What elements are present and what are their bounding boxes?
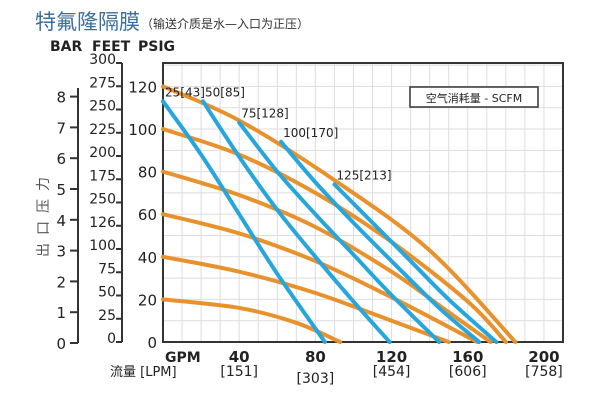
air-consumption-curve — [237, 120, 442, 344]
bar-tick-label: 2 — [56, 273, 66, 291]
air-consumption-curve — [161, 99, 327, 344]
feet-tick-label: 50 — [98, 285, 116, 301]
feet-header: FEET — [92, 39, 131, 55]
x-tick-lpm-label: [606] — [449, 364, 487, 380]
psig-header: PSIG — [138, 39, 175, 55]
bar-tick-label: 6 — [56, 150, 66, 168]
psig-tick-label: 0 — [147, 334, 157, 352]
air-curve-label: 25[43] — [165, 85, 205, 99]
air-curve-label: 75[128] — [241, 107, 289, 121]
psig-tick-label: 120 — [128, 78, 157, 96]
x-tick-label: 120 — [376, 348, 407, 366]
bar-tick-label: 7 — [56, 119, 66, 137]
chart-title: 特氟隆隔膜 — [35, 10, 140, 34]
feet-tick-label: 225 — [89, 122, 116, 138]
x-tick-lpm-label: [151] — [220, 364, 258, 380]
pressure-curve — [161, 254, 451, 344]
psig-tick-label: 20 — [138, 291, 157, 309]
bar-header: BAR — [50, 39, 83, 55]
psig-tick-label: 100 — [128, 121, 157, 139]
feet-tick-label: 25 — [98, 308, 116, 324]
x-axis-lpm-label: 流量 [LPM] — [110, 365, 177, 380]
feet-tick-label: 0 — [107, 331, 116, 347]
pressure-curve — [161, 84, 518, 344]
x-tick-lpm-label: [758] — [525, 364, 563, 380]
psig-tick-label: 40 — [138, 249, 157, 267]
x-tick-label: 80 — [305, 348, 326, 366]
air-consumption-curve — [332, 182, 499, 344]
feet-tick-label: 175 — [89, 168, 116, 184]
bar-tick-label: 5 — [56, 181, 66, 199]
pressure-curve — [161, 169, 493, 344]
feet-tick-label: 275 — [89, 75, 116, 91]
air-consumption-curve — [201, 99, 392, 344]
feet-tick-label: 250 — [89, 192, 116, 208]
air-curve-label: 100[170] — [283, 126, 338, 140]
bar-tick-label: 8 — [56, 89, 66, 107]
x-tick-label: 40 — [229, 348, 250, 366]
bar-tick-label: 4 — [56, 212, 66, 230]
x-tick-lpm-label: [303] — [297, 371, 335, 387]
feet-tick-label: 250 — [89, 99, 116, 115]
x-axis-gpm-label: GPM — [165, 350, 201, 366]
air-consumption-curve — [279, 139, 482, 344]
bar-tick-label: 0 — [56, 335, 66, 353]
bar-tick-label: 3 — [56, 243, 66, 261]
feet-tick-label: 126 — [89, 215, 116, 231]
x-tick-lpm-label: [454] — [373, 364, 411, 380]
y-axis-label: 出口压力 — [36, 169, 52, 257]
bar-tick-label: 1 — [56, 304, 66, 322]
psig-tick-label: 80 — [138, 164, 157, 182]
x-tick-label: 200 — [528, 348, 559, 366]
feet-tick-label: 200 — [89, 145, 116, 161]
feet-tick-label: 75 — [98, 261, 116, 277]
feet-tick-label: 300 — [89, 52, 116, 68]
air-curve-label: 125[213] — [336, 168, 391, 182]
chart-subtitle: （输送介质是水—入口为正压） — [141, 16, 309, 31]
x-tick-label: 160 — [452, 348, 483, 366]
legend-box — [409, 86, 539, 108]
plot-frame — [162, 62, 564, 343]
air-curve-label: 50[85] — [205, 85, 245, 99]
legend-label: 空气消耗量 - SCFM — [426, 91, 522, 105]
pressure-curve — [161, 212, 480, 344]
feet-tick-label: 100 — [89, 238, 116, 254]
psig-tick-label: 60 — [138, 206, 157, 224]
